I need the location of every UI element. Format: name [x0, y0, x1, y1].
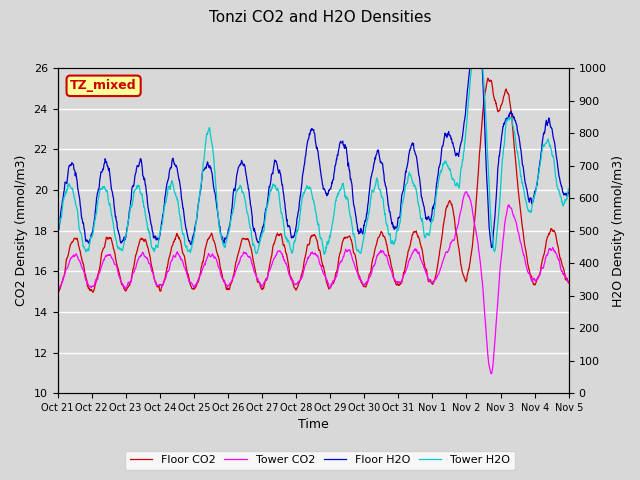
Line: Tower H2O: Tower H2O	[58, 68, 569, 254]
Y-axis label: H2O Density (mmol/m3): H2O Density (mmol/m3)	[612, 155, 625, 307]
Line: Tower CO2: Tower CO2	[58, 192, 569, 373]
Tower H2O	[54, 232, 61, 238]
Floor H2O	[488, 245, 495, 251]
Tower H2O	[565, 186, 573, 192]
Tower H2O	[468, 65, 476, 71]
Floor H2O	[459, 130, 467, 136]
Floor H2O	[155, 236, 163, 241]
Text: TZ_mixed: TZ_mixed	[70, 79, 137, 92]
Tower H2O	[155, 238, 163, 243]
Tower CO2	[392, 279, 400, 285]
Floor H2O	[565, 189, 573, 195]
Tower H2O	[225, 230, 232, 236]
Floor CO2	[484, 75, 492, 81]
Tower H2O	[168, 180, 175, 186]
Tower CO2	[488, 371, 495, 376]
Floor CO2	[392, 282, 400, 288]
Floor H2O	[168, 165, 175, 170]
Floor H2O	[392, 225, 400, 231]
Tower H2O	[392, 228, 400, 234]
Tower CO2	[155, 282, 163, 288]
Floor H2O	[225, 227, 232, 233]
Line: Floor CO2: Floor CO2	[58, 78, 569, 292]
Tower CO2	[505, 202, 513, 208]
Tower CO2	[54, 283, 61, 289]
Y-axis label: CO2 Density (mmol/m3): CO2 Density (mmol/m3)	[15, 155, 28, 306]
Floor H2O	[54, 229, 61, 235]
Tower H2O	[321, 252, 328, 257]
X-axis label: Time: Time	[298, 419, 328, 432]
Floor CO2	[565, 280, 573, 286]
Floor H2O	[466, 65, 474, 71]
Tower CO2	[225, 283, 232, 288]
Floor CO2	[225, 286, 232, 291]
Tower CO2	[459, 197, 467, 203]
Tower CO2	[463, 189, 470, 194]
Floor CO2	[89, 289, 97, 295]
Tower H2O	[505, 115, 513, 121]
Tower H2O	[460, 154, 467, 159]
Floor H2O	[505, 113, 513, 119]
Text: Tonzi CO2 and H2O Densities: Tonzi CO2 and H2O Densities	[209, 10, 431, 24]
Floor CO2	[54, 287, 61, 293]
Floor CO2	[505, 91, 513, 97]
Floor CO2	[460, 272, 467, 277]
Floor CO2	[168, 244, 175, 250]
Tower CO2	[168, 258, 175, 264]
Floor CO2	[156, 284, 163, 289]
Legend: Floor CO2, Tower CO2, Floor H2O, Tower H2O: Floor CO2, Tower CO2, Floor H2O, Tower H…	[125, 451, 515, 469]
Tower CO2	[565, 280, 573, 286]
Line: Floor H2O: Floor H2O	[58, 68, 569, 248]
